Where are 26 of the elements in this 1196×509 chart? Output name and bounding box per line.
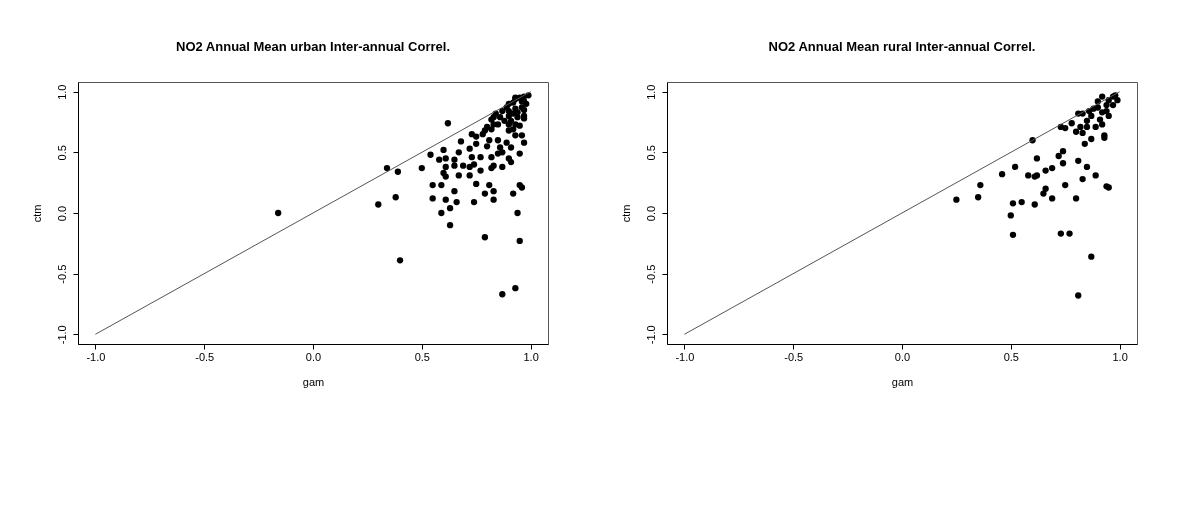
y-tick-label: 0.5 [644, 145, 657, 161]
y-axis-title: ctm [619, 204, 632, 223]
y-tick-label: -0.5 [55, 264, 68, 284]
x-tick-label: 0.0 [305, 350, 322, 363]
x-tick-label: 0.5 [1003, 350, 1019, 363]
x-tick-label: -1.0 [675, 350, 695, 363]
chart-title: NO2 Annual Mean urban Inter-annual Correl. [176, 39, 450, 54]
x-tick-label: -1.0 [86, 350, 106, 363]
y-tick-label: -0.5 [644, 264, 657, 284]
x-tick-label: 0.0 [894, 350, 911, 363]
x-tick-label: -0.5 [195, 350, 215, 363]
x-axis-title: gam [302, 375, 325, 388]
x-axis-title: gam [891, 375, 914, 388]
y-tick-label: -1.0 [55, 325, 68, 345]
y-tick-label: -1.0 [644, 325, 657, 345]
y-tick-label: 0.0 [644, 205, 657, 222]
y-tick-label: 0.0 [55, 205, 68, 222]
chart-title: NO2 Annual Mean rural Inter-annual Correl. [768, 39, 1036, 54]
y-tick-label: 1.0 [644, 84, 657, 100]
y-axis-title: ctm [30, 204, 43, 223]
y-tick-label: 1.0 [55, 84, 68, 100]
x-tick-label: 0.5 [414, 350, 430, 363]
x-tick-label: -0.5 [784, 350, 804, 363]
x-tick-label: 1.0 [523, 350, 539, 363]
x-tick-label: 1.0 [1112, 350, 1128, 363]
y-tick-label: 0.5 [55, 145, 68, 161]
